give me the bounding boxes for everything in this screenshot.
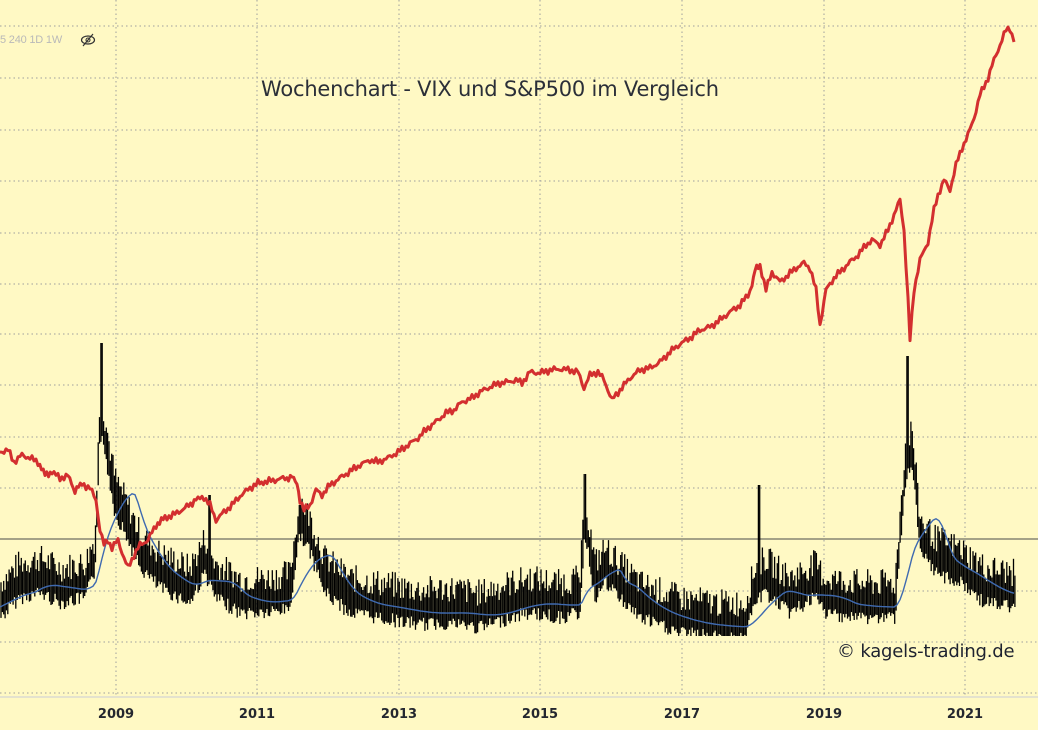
interval-buttons[interactable]: 5 240 1D 1W — [0, 34, 63, 46]
x-tick-label: 2021 — [946, 707, 984, 722]
sp500-line — [0, 25, 1016, 567]
vix-series — [0, 343, 1016, 636]
x-tick-label: 2017 — [663, 707, 701, 722]
grid-lines — [0, 0, 1038, 697]
x-tick-label: 2009 — [97, 707, 135, 722]
vix-ma-short-line — [0, 493, 1015, 628]
chart-title: Wochenchart - VIX und S&P500 im Vergleic… — [261, 77, 719, 101]
x-tick-label: 2011 — [238, 707, 276, 722]
x-tick-label: 2015 — [521, 707, 559, 722]
eye-slash-icon[interactable] — [80, 33, 96, 47]
copyright-watermark: © kagels-trading.de — [837, 641, 1015, 662]
x-tick-label: 2013 — [380, 707, 418, 722]
x-tick-label: 2019 — [805, 707, 843, 722]
